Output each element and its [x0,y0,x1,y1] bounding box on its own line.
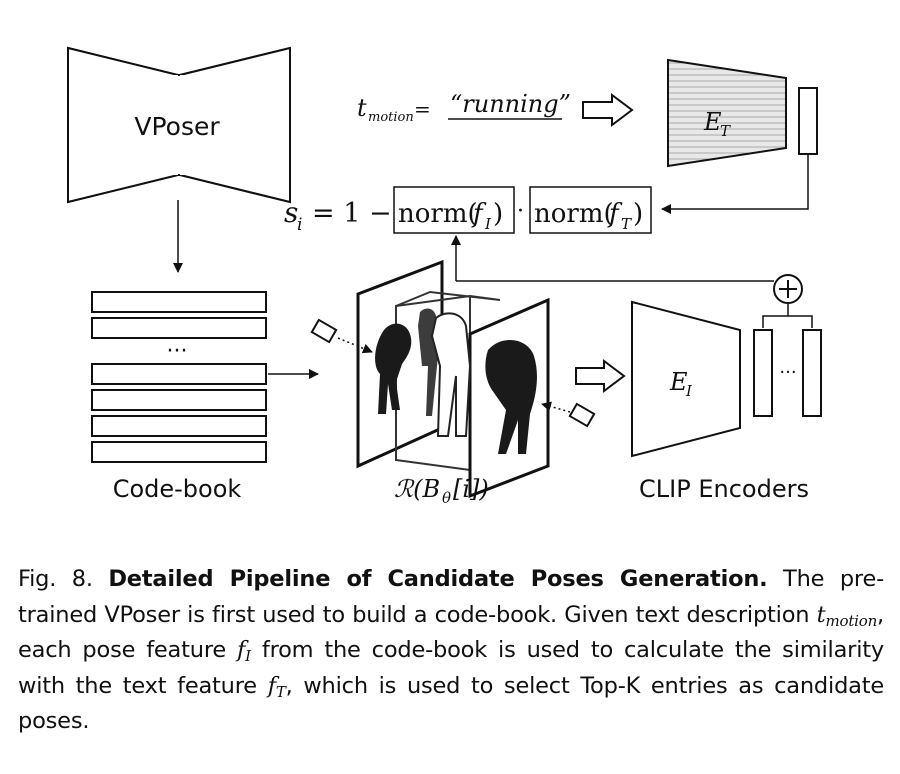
svg-text:E: E [703,108,722,136]
svg-text:·: · [517,199,524,224]
svg-text:= 1 −: = 1 − [312,198,392,229]
svg-text:s: s [284,196,298,229]
image-encoder-block [631,300,741,458]
caption-text-3: from the code-book is used to calculate … [18,637,885,699]
svg-text:): ) [493,199,503,229]
svg-text:E: E [669,368,688,396]
motion-variable: t [357,94,367,122]
image-feature-bar-2 [802,329,822,417]
svg-text:I: I [685,382,693,400]
feature-ellipsis: ··· [779,362,796,383]
svg-text:[i]): [i]) [453,475,489,503]
codebook-ellipsis: ··· [167,339,188,364]
svg-text:T: T [621,215,632,233]
caption-fig-label: Fig. 8. [18,566,93,592]
camera-right-icon [541,401,596,428]
svg-text:=: = [414,97,431,121]
caption-f-t: fT [267,672,286,701]
figure-caption: Fig. 8. Detailed Pipeline of Candidate P… [18,562,884,740]
svg-text:I: I [484,215,492,233]
svg-text:T: T [720,122,731,140]
concat-icon [773,274,803,304]
text-feature-bar [798,87,818,155]
svg-text:norm(: norm( [534,199,614,229]
caption-f-i: fI [237,637,251,665]
render-label: ℛ(B [394,475,440,503]
svg-text:norm(: norm( [398,199,478,229]
caption-text-1: The pre-trained VPoser is first used to … [18,566,885,628]
caption-text-4: , which is used to select Top-K entries … [18,672,884,735]
codebook-label: Code-book [113,475,242,503]
caption-t-motion: tmotion [816,601,878,630]
caption-title: Detailed Pipeline of Candidate Poses Gen… [108,566,768,592]
text-encoder-block [667,58,787,168]
image-feature-bar-1 [753,329,773,417]
camera-left-icon [310,318,373,354]
svg-text:motion: motion [368,110,414,125]
text-to-encoder-arrow [582,93,634,127]
caption-text-2: , each pose feature [18,601,884,664]
pipeline-diagram: VPoser ··· Code-book t motion = “running… [67,46,822,507]
clip-encoders-label: CLIP Encoders [639,475,809,503]
codebook-stack [91,291,267,463]
svg-text:θ: θ [442,489,451,507]
similarity-formula: s i = 1 − norm( f I ) · norm( f T ) [284,186,652,235]
svg-text:): ) [633,199,643,229]
svg-text:i: i [297,215,302,235]
vposer-label: VPoser [134,112,220,141]
motion-text: “running” [450,90,571,118]
render-to-encoder-arrow [575,359,626,393]
rendered-pose-views [310,259,596,499]
